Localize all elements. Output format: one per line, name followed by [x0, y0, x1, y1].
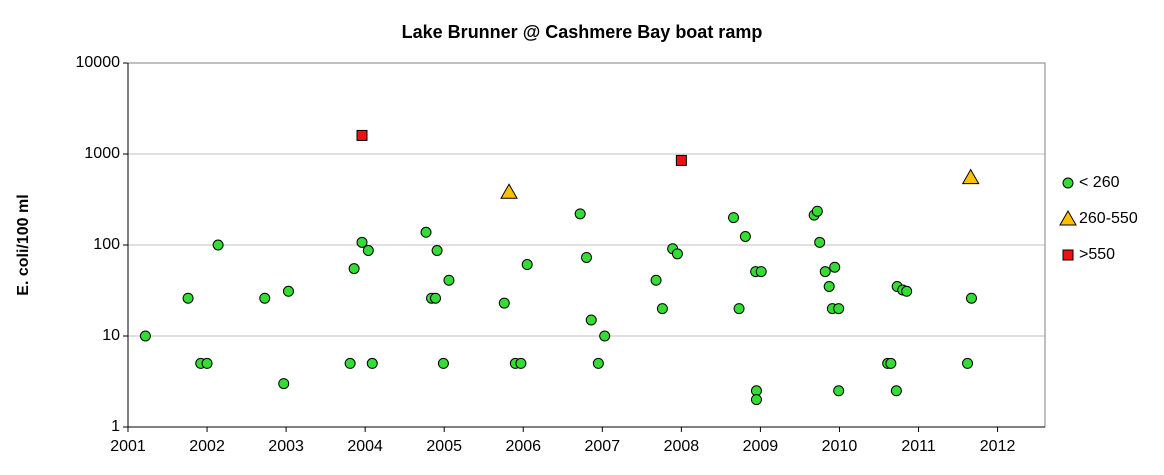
y-axis-label: E. coli/100 ml	[15, 194, 32, 295]
x-tick-label: 2008	[664, 438, 700, 455]
marker-circle	[833, 303, 845, 315]
marker-square	[675, 154, 687, 166]
x-tick-label: 2007	[585, 438, 621, 455]
marker-circle	[431, 245, 443, 257]
marker-circle	[656, 303, 668, 315]
marker-circle	[443, 274, 455, 286]
marker-circle	[182, 292, 194, 304]
marker-circle	[259, 292, 271, 304]
y-tick-label: 1	[111, 418, 120, 435]
marker-circle	[829, 261, 841, 273]
marker-circle	[599, 330, 611, 342]
x-tick-label: 2012	[980, 438, 1016, 455]
marker-circle	[437, 357, 449, 369]
marker-square	[356, 129, 368, 141]
marker-circle	[671, 248, 683, 260]
x-tick-label: 2002	[189, 438, 225, 455]
marker-circle	[574, 208, 586, 220]
marker-circle	[278, 378, 290, 390]
marker-circle	[366, 357, 378, 369]
x-tick-label: 2006	[505, 438, 541, 455]
chart-title: Lake Brunner @ Cashmere Bay boat ramp	[402, 22, 763, 42]
legend-label: >550	[1079, 246, 1115, 263]
marker-circle	[592, 357, 604, 369]
y-tick-label: 1000	[84, 145, 120, 162]
x-tick-label: 2004	[347, 438, 383, 455]
marker-square	[1062, 249, 1074, 261]
marker-circle	[344, 357, 356, 369]
y-tick-label: 100	[93, 236, 120, 253]
legend-label: 260-550	[1079, 210, 1138, 227]
marker-circle	[755, 266, 767, 278]
marker-circle	[201, 357, 213, 369]
x-tick-label: 2009	[743, 438, 779, 455]
marker-circle	[282, 285, 294, 297]
marker-circle	[728, 212, 740, 224]
x-tick-label: 2005	[426, 438, 462, 455]
marker-circle	[739, 230, 751, 242]
marker-triangle	[961, 168, 980, 185]
marker-circle	[498, 297, 510, 309]
marker-circle	[430, 292, 442, 304]
x-tick-label: 2010	[822, 438, 858, 455]
marker-circle	[819, 266, 831, 278]
marker-circle	[348, 263, 360, 275]
marker-circle	[650, 274, 662, 286]
y-tick-label: 10000	[76, 54, 121, 71]
marker-circle	[521, 259, 533, 271]
marker-circle	[420, 226, 432, 238]
marker-circle	[833, 385, 845, 397]
marker-circle	[962, 357, 974, 369]
marker-circle	[515, 357, 527, 369]
marker-circle	[585, 314, 597, 326]
marker-circle	[814, 236, 826, 248]
marker-circle	[901, 285, 913, 297]
marker-circle	[750, 394, 762, 406]
marker-circle	[811, 205, 823, 217]
legend-label: < 260	[1079, 174, 1120, 191]
marker-circle	[362, 245, 374, 257]
marker-circle	[581, 251, 592, 263]
marker-triangle	[1059, 209, 1077, 226]
x-tick-label: 2011	[901, 438, 936, 455]
marker-circle	[139, 330, 151, 342]
marker-circle	[212, 239, 224, 251]
x-tick-label: 2003	[268, 438, 304, 455]
marker-circle	[885, 357, 897, 369]
marker-circle	[965, 292, 977, 304]
marker-circle	[890, 385, 902, 397]
x-tick-label: 2001	[110, 438, 146, 455]
marker-circle	[1062, 177, 1074, 189]
marker-circle	[823, 280, 835, 292]
y-tick-label: 10	[102, 327, 120, 344]
marker-circle	[733, 303, 745, 315]
marker-triangle	[500, 183, 518, 199]
marker-circle	[356, 236, 368, 248]
